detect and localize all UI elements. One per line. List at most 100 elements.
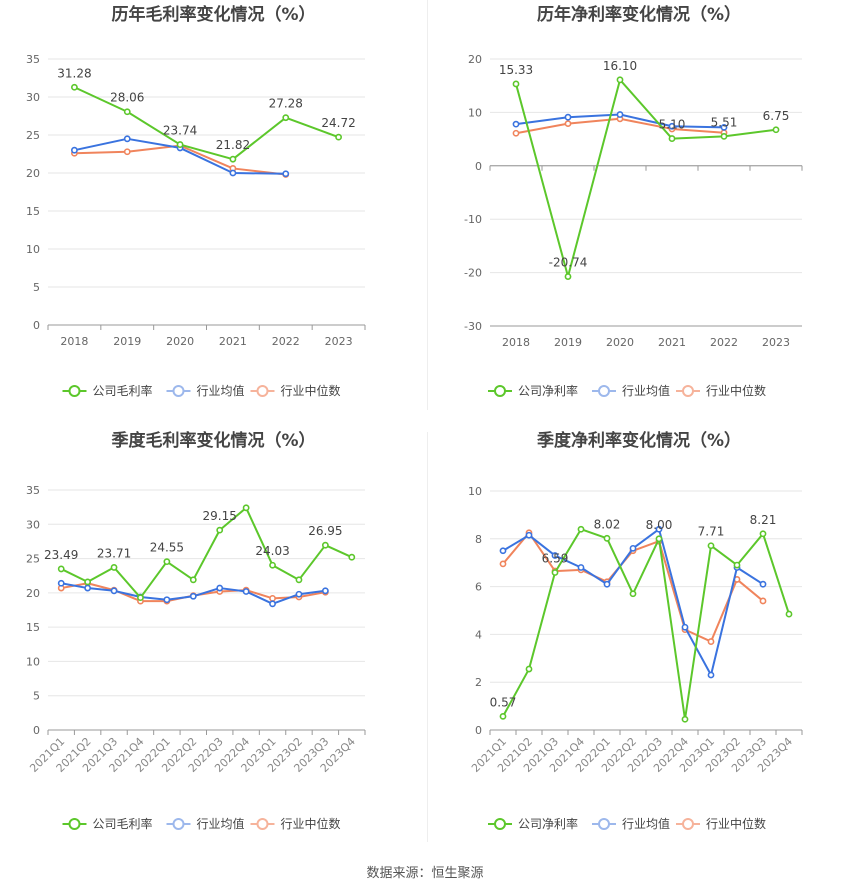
data-point[interactable] xyxy=(321,541,329,549)
legend-marker xyxy=(68,818,81,830)
data-point[interactable] xyxy=(551,552,559,559)
data-label: 28.06 xyxy=(110,91,144,105)
data-point[interactable] xyxy=(577,525,585,533)
data-point[interactable] xyxy=(603,580,611,588)
data-point[interactable] xyxy=(577,564,585,571)
data-point[interactable] xyxy=(512,129,520,137)
legend-item-0[interactable]: 公司净利率 xyxy=(488,816,578,831)
legend-item-2[interactable]: 行业中位数 xyxy=(676,816,766,831)
data-point[interactable] xyxy=(668,122,676,130)
legend-marker xyxy=(172,385,185,397)
data-point[interactable] xyxy=(282,170,290,178)
data-point[interactable] xyxy=(616,111,624,118)
data-label: 27.28 xyxy=(269,97,303,111)
data-point[interactable] xyxy=(564,273,572,280)
annual-net-margin-chart: 历年净利率变化情况（%） -30 -20 -10 0 10 20 2018 2019 2020 20… xyxy=(428,0,850,418)
y-tick-label: 10 xyxy=(26,243,40,256)
data-point[interactable] xyxy=(655,535,663,543)
legend-item-0[interactable]: 公司毛利率 xyxy=(62,383,153,398)
legend-marker xyxy=(598,818,610,830)
data-point[interactable] xyxy=(707,638,715,645)
data-point[interactable] xyxy=(681,715,689,723)
data-point[interactable] xyxy=(282,114,290,122)
legend-item-0[interactable]: 公司净利率 xyxy=(488,383,578,398)
data-point[interactable] xyxy=(525,665,533,673)
data-point[interactable] xyxy=(110,564,118,571)
data-point[interactable] xyxy=(57,579,65,587)
y-tick-label: 8 xyxy=(475,533,482,546)
legend-item-2[interactable]: 行业中位数 xyxy=(250,816,341,831)
legend-marker xyxy=(682,818,694,830)
data-point[interactable] xyxy=(295,590,303,598)
data-point[interactable] xyxy=(785,610,793,618)
data-point[interactable] xyxy=(603,534,611,542)
legend-item-1[interactable]: 行业均值 xyxy=(592,383,670,398)
data-point[interactable] xyxy=(772,126,780,134)
data-point[interactable] xyxy=(123,148,131,156)
data-point[interactable] xyxy=(84,578,92,586)
legend-item-2[interactable]: 行业中位数 xyxy=(676,383,766,398)
data-point[interactable] xyxy=(499,712,507,720)
data-point[interactable] xyxy=(759,530,767,538)
data-point[interactable] xyxy=(525,531,533,539)
legend-item-1[interactable]: 行业均值 xyxy=(166,383,245,398)
data-point[interactable] xyxy=(707,671,715,679)
data-point[interactable] xyxy=(295,576,303,584)
data-point[interactable] xyxy=(564,120,572,128)
data-point[interactable] xyxy=(759,597,767,605)
data-point[interactable] xyxy=(720,132,728,140)
data-point[interactable] xyxy=(216,526,224,534)
data-point[interactable] xyxy=(551,569,559,576)
legend-marker xyxy=(256,818,269,830)
data-point[interactable] xyxy=(321,587,329,595)
data-point[interactable] xyxy=(163,596,171,604)
data-point[interactable] xyxy=(629,544,637,552)
data-point[interactable] xyxy=(720,123,728,131)
data-point[interactable] xyxy=(499,547,507,555)
x-tick-label: 2018 xyxy=(60,335,88,348)
data-point[interactable] xyxy=(110,587,118,595)
data-point[interactable] xyxy=(512,80,520,88)
data-label: 23.71 xyxy=(97,546,131,560)
data-point[interactable] xyxy=(655,525,663,533)
data-point[interactable] xyxy=(242,504,250,512)
data-point[interactable] xyxy=(229,169,237,177)
legend-item-2[interactable]: 行业中位数 xyxy=(250,383,341,398)
data-point[interactable] xyxy=(163,558,171,566)
data-point[interactable] xyxy=(71,146,78,154)
data-point[interactable] xyxy=(668,135,676,142)
y-tick-label: 15 xyxy=(26,621,40,634)
data-point[interactable] xyxy=(512,120,520,128)
legend-item-0[interactable]: 公司毛利率 xyxy=(62,816,153,831)
data-point[interactable] xyxy=(616,76,624,84)
data-point[interactable] xyxy=(335,133,342,141)
data-point[interactable] xyxy=(269,594,276,602)
data-point[interactable] xyxy=(71,83,78,91)
data-point[interactable] xyxy=(269,561,276,569)
data-point[interactable] xyxy=(229,155,237,163)
series-line-0 xyxy=(502,528,790,721)
data-point[interactable] xyxy=(707,542,715,550)
data-point[interactable] xyxy=(242,588,250,595)
data-point[interactable] xyxy=(681,623,689,631)
legend-item-1[interactable]: 行业均值 xyxy=(166,816,245,831)
data-label: 8.02 xyxy=(594,517,621,531)
data-point[interactable] xyxy=(759,580,767,588)
data-point[interactable] xyxy=(84,584,92,592)
data-point[interactable] xyxy=(123,135,131,143)
data-point[interactable] xyxy=(733,561,741,569)
data-point[interactable] xyxy=(189,576,197,584)
data-point[interactable] xyxy=(123,108,131,116)
data-point[interactable] xyxy=(348,553,356,561)
y-tick-label: 0 xyxy=(33,724,40,737)
data-point[interactable] xyxy=(137,594,144,602)
data-point[interactable] xyxy=(629,590,637,598)
data-point[interactable] xyxy=(176,141,184,148)
data-point[interactable] xyxy=(216,584,224,592)
data-point[interactable] xyxy=(57,565,65,573)
data-point[interactable] xyxy=(189,592,197,600)
data-point[interactable] xyxy=(499,560,507,568)
data-point[interactable] xyxy=(564,113,572,121)
data-point[interactable] xyxy=(269,600,276,608)
legend-item-1[interactable]: 行业均值 xyxy=(592,816,670,831)
